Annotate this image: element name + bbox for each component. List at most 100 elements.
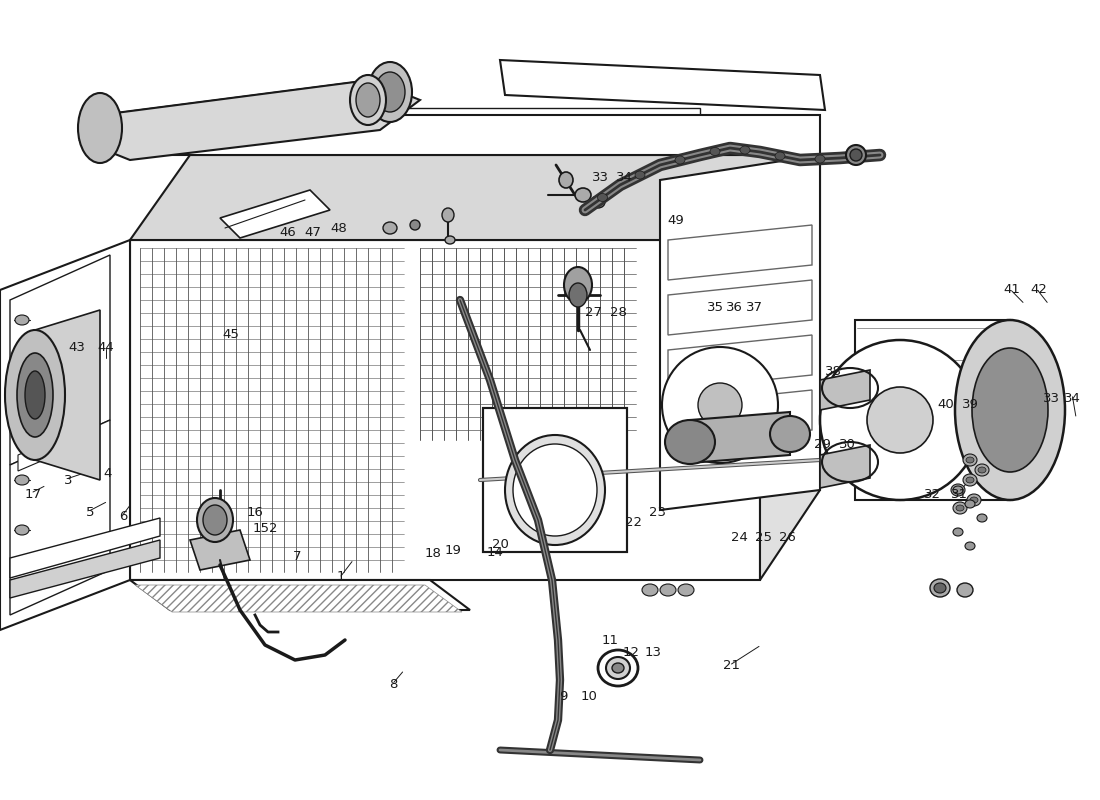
Ellipse shape bbox=[930, 579, 950, 597]
Ellipse shape bbox=[442, 208, 454, 222]
Text: 5: 5 bbox=[86, 506, 95, 518]
Polygon shape bbox=[760, 155, 820, 580]
Bar bbox=[483, 408, 627, 552]
Text: 44: 44 bbox=[97, 341, 114, 354]
Ellipse shape bbox=[597, 194, 607, 202]
Polygon shape bbox=[200, 136, 700, 148]
Text: 34: 34 bbox=[1064, 392, 1081, 405]
Text: 27: 27 bbox=[585, 306, 603, 318]
Text: 15: 15 bbox=[252, 522, 270, 534]
Text: 36: 36 bbox=[726, 301, 744, 314]
Text: 7: 7 bbox=[293, 550, 301, 562]
Polygon shape bbox=[130, 155, 820, 240]
Ellipse shape bbox=[972, 348, 1048, 472]
Text: 1: 1 bbox=[337, 570, 345, 582]
Text: 19: 19 bbox=[444, 544, 462, 557]
Ellipse shape bbox=[25, 371, 45, 419]
Ellipse shape bbox=[78, 93, 122, 163]
Text: 45: 45 bbox=[222, 328, 240, 341]
Text: 18: 18 bbox=[425, 547, 442, 560]
Ellipse shape bbox=[770, 416, 810, 452]
Polygon shape bbox=[820, 370, 870, 410]
Text: 42: 42 bbox=[1030, 283, 1047, 296]
Ellipse shape bbox=[956, 505, 964, 511]
Ellipse shape bbox=[666, 420, 715, 464]
Polygon shape bbox=[80, 80, 420, 160]
Polygon shape bbox=[660, 155, 820, 510]
Ellipse shape bbox=[953, 486, 962, 494]
Text: 30: 30 bbox=[838, 438, 856, 451]
Ellipse shape bbox=[513, 444, 597, 536]
Text: 16: 16 bbox=[246, 506, 264, 518]
Text: 37: 37 bbox=[746, 301, 763, 314]
Text: 9: 9 bbox=[559, 690, 568, 702]
Polygon shape bbox=[668, 225, 812, 280]
Ellipse shape bbox=[962, 454, 977, 466]
Polygon shape bbox=[668, 335, 812, 390]
Ellipse shape bbox=[569, 283, 587, 307]
Ellipse shape bbox=[204, 505, 227, 535]
Ellipse shape bbox=[965, 500, 975, 508]
Text: 13: 13 bbox=[645, 646, 662, 658]
Text: 39: 39 bbox=[961, 398, 979, 411]
Ellipse shape bbox=[934, 583, 946, 593]
Text: 21: 21 bbox=[723, 659, 740, 672]
Ellipse shape bbox=[966, 457, 974, 463]
Polygon shape bbox=[200, 108, 700, 120]
Polygon shape bbox=[135, 585, 462, 612]
Ellipse shape bbox=[606, 657, 630, 679]
Text: 17: 17 bbox=[24, 488, 42, 501]
Text: 33: 33 bbox=[592, 171, 609, 184]
Text: 20: 20 bbox=[492, 538, 509, 550]
Ellipse shape bbox=[519, 444, 591, 516]
Polygon shape bbox=[483, 408, 627, 552]
Ellipse shape bbox=[678, 584, 694, 596]
Ellipse shape bbox=[591, 196, 605, 208]
Ellipse shape bbox=[962, 474, 977, 486]
Polygon shape bbox=[820, 445, 870, 488]
Ellipse shape bbox=[867, 387, 933, 453]
Ellipse shape bbox=[598, 650, 638, 686]
Ellipse shape bbox=[660, 584, 676, 596]
Text: 24: 24 bbox=[730, 531, 748, 544]
Text: 2: 2 bbox=[268, 522, 277, 534]
Ellipse shape bbox=[970, 497, 978, 503]
Ellipse shape bbox=[698, 383, 742, 427]
Text: 6: 6 bbox=[119, 510, 128, 522]
Text: 31: 31 bbox=[950, 488, 968, 501]
Text: 26: 26 bbox=[779, 531, 796, 544]
Ellipse shape bbox=[952, 484, 965, 496]
Text: 22: 22 bbox=[625, 516, 642, 529]
Polygon shape bbox=[668, 280, 812, 335]
Ellipse shape bbox=[966, 477, 974, 483]
Ellipse shape bbox=[955, 320, 1065, 500]
Polygon shape bbox=[10, 518, 160, 578]
Ellipse shape bbox=[15, 415, 29, 425]
Ellipse shape bbox=[612, 663, 624, 673]
Ellipse shape bbox=[850, 149, 862, 161]
Ellipse shape bbox=[662, 347, 778, 463]
Text: 3: 3 bbox=[64, 474, 73, 486]
Ellipse shape bbox=[675, 156, 685, 164]
Polygon shape bbox=[130, 240, 760, 580]
Ellipse shape bbox=[15, 355, 29, 365]
Ellipse shape bbox=[642, 584, 658, 596]
Ellipse shape bbox=[967, 494, 981, 506]
Ellipse shape bbox=[383, 222, 397, 234]
Ellipse shape bbox=[410, 220, 420, 230]
Text: 40: 40 bbox=[937, 398, 955, 411]
Ellipse shape bbox=[977, 514, 987, 522]
Ellipse shape bbox=[15, 525, 29, 535]
Text: 41: 41 bbox=[1003, 283, 1021, 296]
Text: 28: 28 bbox=[609, 306, 627, 318]
Polygon shape bbox=[10, 255, 110, 465]
Text: 10: 10 bbox=[580, 690, 597, 702]
Ellipse shape bbox=[6, 330, 65, 460]
Polygon shape bbox=[190, 530, 250, 570]
Ellipse shape bbox=[375, 72, 405, 112]
Ellipse shape bbox=[957, 583, 974, 597]
Text: 23: 23 bbox=[649, 506, 667, 518]
Ellipse shape bbox=[855, 153, 865, 161]
Text: 35: 35 bbox=[706, 301, 724, 314]
Ellipse shape bbox=[350, 75, 386, 125]
